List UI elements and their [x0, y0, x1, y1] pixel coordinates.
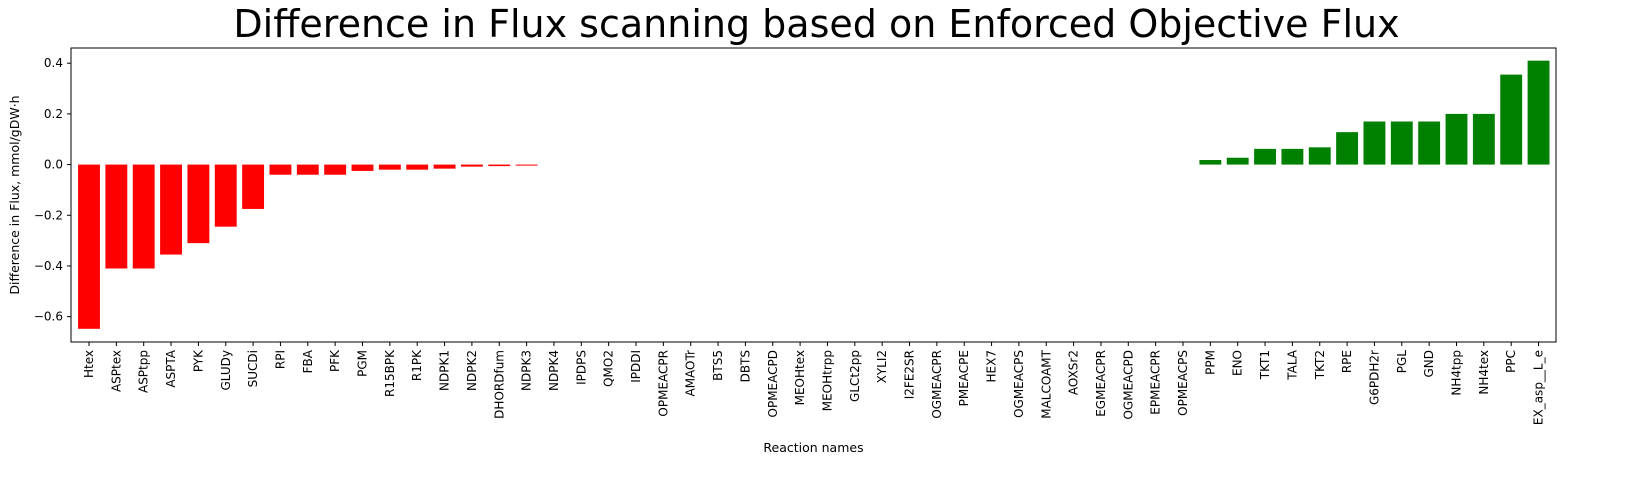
x-tick-label: PPC [1504, 350, 1518, 373]
bar-PPM [1199, 160, 1222, 165]
x-tick-label: AMAOTr [684, 350, 698, 397]
x-tick-label: PGM [356, 350, 370, 377]
x-tick-label: EX_asp__L_e [1532, 350, 1546, 425]
x-tick-label: RPE [1340, 350, 1354, 373]
bar-GLUDy [214, 164, 237, 227]
x-tick-label: ASPtex [109, 350, 123, 392]
x-tick-label: NH4tex [1477, 350, 1491, 395]
y-tick-label: 0.4 [44, 56, 63, 70]
x-tick-label: PPM [1203, 350, 1217, 375]
bar-RPI [269, 164, 292, 175]
y-axis-label: Difference in Flux, mmol/gDW·h [7, 95, 22, 294]
x-tick-label: AOXSr2 [1067, 350, 1081, 395]
bar-PGM [351, 164, 374, 171]
x-tick-label: OPMEACPR [656, 350, 670, 417]
x-tick-label: EPMEACPR [1149, 350, 1163, 415]
x-tick-label: IPDDI [629, 350, 643, 383]
x-tick-label: DBTS [738, 350, 752, 382]
x-tick-label: MALCOAMT [1039, 349, 1053, 418]
bar-DHORDfum [488, 164, 511, 167]
x-tick-label: DHORDfum [492, 350, 506, 419]
x-tick-label: R1PK [410, 349, 424, 381]
x-tick-label: TKT1 [1258, 350, 1272, 380]
bar-R15BPK [378, 164, 401, 170]
bar-PPC [1500, 74, 1523, 165]
bar-TKT1 [1254, 148, 1276, 165]
x-tick-label: OGMEACPS [1012, 350, 1026, 418]
bar-ASPTA [160, 164, 182, 255]
y-tick-label: −0.4 [34, 259, 63, 273]
x-tick-label: GLCt2pp [848, 350, 862, 402]
x-tick-label: PMEACPE [957, 350, 971, 406]
bar-NDPK2 [460, 164, 483, 167]
x-tick-label: NDPK1 [438, 350, 452, 391]
bar-ASPtpp [132, 164, 155, 269]
bar-ASPtex [105, 164, 128, 269]
x-tick-label: ASPtpp [137, 350, 151, 393]
x-axis: Htex ASPtex ASPtpp ASPTA PYK GLUDy SUCDi RPI FBA… [82, 342, 1546, 425]
x-tick-label: GLUDy [219, 350, 233, 391]
x-tick-label: G6PDH2r [1367, 350, 1381, 405]
y-axis: −0.6 −0.4 −0.2 0.0 0.2 0.4 [34, 56, 71, 324]
x-tick-label: NDPK3 [520, 350, 534, 391]
x-tick-label: HEX7 [985, 350, 999, 382]
x-tick-label: ENO [1231, 350, 1245, 376]
y-tick-label: −0.2 [34, 208, 63, 222]
bar-NH4tpp [1445, 113, 1468, 165]
x-tick-label: NH4tpp [1450, 350, 1464, 396]
x-tick-label: TALA [1285, 349, 1299, 381]
x-tick-label: PYK [191, 349, 205, 372]
x-tick-label: OPMEACPS [1176, 350, 1190, 416]
bar-NDPK1 [433, 164, 456, 169]
x-tick-label: ASPTA [164, 349, 178, 387]
bar-PYK [187, 164, 210, 244]
bar-TKT2 [1308, 147, 1331, 165]
x-tick-label: R15BPK [383, 349, 397, 397]
x-tick-label: Htex [82, 350, 96, 378]
x-tick-label: NDPK2 [465, 350, 479, 391]
plot-frame [70, 47, 1557, 343]
x-tick-label: GND [1422, 350, 1436, 378]
x-tick-label: NDPK4 [547, 350, 561, 391]
x-tick-label: IPDPS [574, 350, 588, 385]
x-tick-label: PGL [1395, 350, 1409, 374]
bar-TALA [1281, 148, 1304, 165]
x-tick-label: XYLI2 [875, 350, 889, 383]
x-axis-label: Reaction names [763, 440, 863, 455]
x-tick-label: OPMEACPD [766, 350, 780, 417]
x-tick-label: PFK [328, 349, 342, 372]
bar-EX_asp__L_e [1527, 60, 1550, 165]
x-tick-label: MEOHtex [793, 350, 807, 405]
x-tick-label: FBA [301, 349, 315, 373]
bar-GND [1418, 121, 1441, 165]
x-tick-label: OGMEACPR [930, 350, 944, 419]
bar-Htex [78, 164, 100, 329]
x-tick-label: I2FE2SR [903, 350, 917, 399]
x-tick-label: QMO2 [602, 350, 616, 387]
bar-NDPK3 [515, 164, 538, 166]
x-tick-label: EGMEACPR [1094, 350, 1108, 417]
x-tick-label: BTS5 [711, 350, 725, 381]
y-tick-label: 0.2 [44, 107, 63, 121]
y-tick-label: 0.0 [44, 158, 63, 172]
bar-SUCDi [242, 164, 265, 209]
x-tick-label: OGMEACPD [1121, 350, 1135, 420]
bars-group [78, 60, 1550, 329]
y-tick-label: −0.6 [34, 310, 63, 324]
chart-title: Difference in Flux scanning based on Enf… [233, 2, 1400, 46]
bar-G6PDH2r [1363, 121, 1386, 165]
bar-PGL [1390, 121, 1413, 165]
bar-RPE [1336, 132, 1359, 165]
bar-PFK [324, 164, 347, 175]
bar-R1PK [406, 164, 429, 170]
bar-NH4tex [1472, 113, 1495, 165]
x-tick-label: TKT2 [1313, 350, 1327, 380]
bar-FBA [296, 164, 319, 175]
x-tick-label: MEOHtrpp [820, 350, 834, 411]
bar-ENO [1226, 157, 1249, 165]
x-tick-label: SUCDi [246, 350, 260, 387]
x-tick-label: RPI [273, 350, 287, 369]
